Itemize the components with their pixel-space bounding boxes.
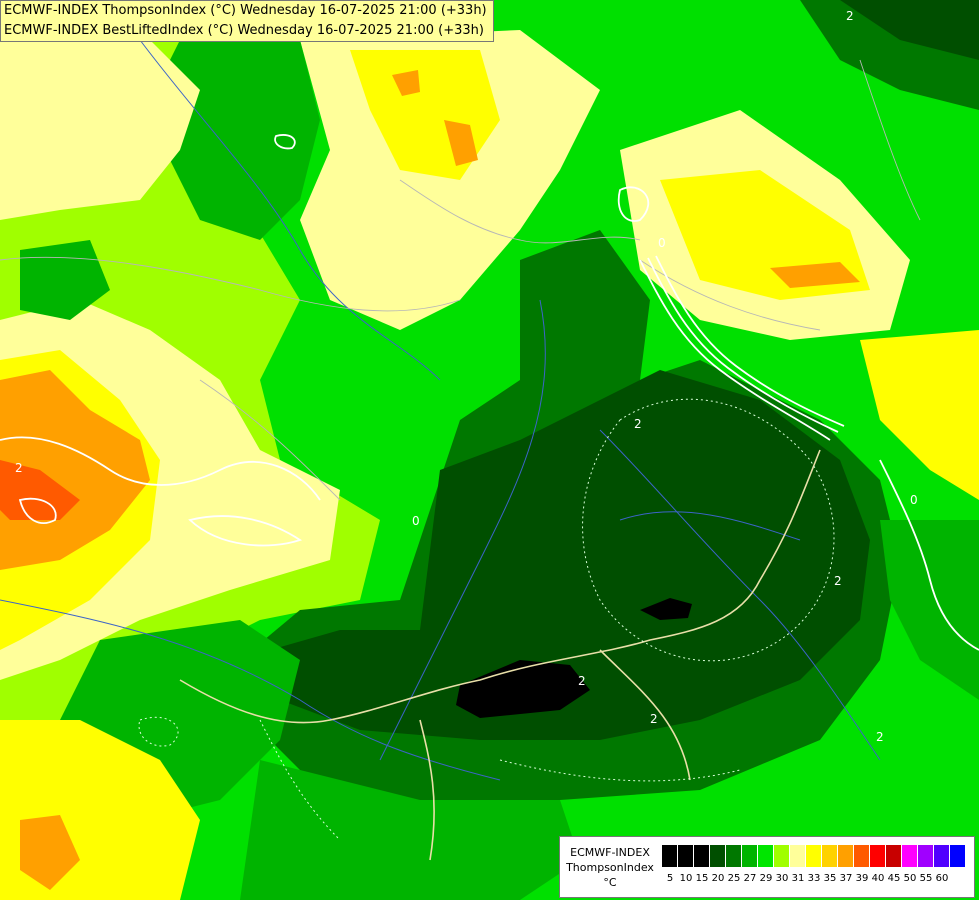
legend-tick-label: 33 — [807, 873, 821, 884]
orange-streak-northeast — [770, 262, 860, 288]
title-line-1: ECMWF-INDEX ThompsonIndex (°C) Wednesday… — [4, 3, 487, 18]
legend-tick-label: 39 — [855, 873, 869, 884]
legend-swatch — [870, 845, 886, 867]
legend-tick-label: 45 — [887, 873, 901, 884]
legend-tick-label: 31 — [791, 873, 805, 884]
legend-model: ECMWF-INDEX — [570, 846, 650, 859]
admin-borders — [0, 59, 921, 501]
legend-swatch — [758, 845, 774, 867]
legend-tick-label — [950, 873, 966, 889]
legend-swatches — [662, 845, 966, 867]
legend-swatch — [678, 845, 694, 867]
legend-tick-label: 55 — [919, 873, 933, 884]
legend-swatch — [950, 845, 966, 867]
black-core-east — [640, 598, 692, 620]
green-patch-west — [20, 240, 110, 320]
orange-spot-north1 — [392, 70, 420, 96]
red-orange-core-west — [0, 460, 80, 520]
legend-swatch — [886, 845, 902, 867]
legend-swatch — [790, 845, 806, 867]
legend-tick-label: 60 — [935, 873, 949, 884]
contours-solid — [0, 134, 979, 651]
contours-dotted — [138, 398, 835, 841]
legend-swatch — [742, 845, 758, 867]
legend-tick-label: 29 — [759, 873, 773, 884]
legend-swatch — [918, 845, 934, 867]
contour-label: 2 — [834, 574, 842, 588]
map-title: ECMWF-INDEX ThompsonIndex (°C) Wednesday… — [0, 0, 494, 42]
legend-tick-label: 15 — [695, 873, 709, 884]
legend-tick-label: 37 — [839, 873, 853, 884]
contour-label: 0 — [910, 493, 918, 507]
contour-label: 2 — [578, 674, 586, 688]
green-region-southeast — [880, 520, 979, 700]
legend-tick-label: 30 — [775, 873, 789, 884]
legend-tick-label: 20 — [711, 873, 725, 884]
green-region-south — [240, 760, 580, 900]
contour-label: 2 — [846, 9, 854, 23]
title-line-2: ECMWF-INDEX BestLiftedIndex (°C) Wednesd… — [4, 23, 484, 38]
legend-tick-label: 10 — [679, 873, 693, 884]
legend-unit: °C — [603, 876, 617, 889]
darkest-green-region-central — [270, 370, 870, 740]
legend-parameter: ThompsonIndex — [566, 861, 654, 874]
legend-swatch — [774, 845, 790, 867]
legend-tick-label: 27 — [743, 873, 757, 884]
country-borders — [179, 449, 821, 861]
contour-label: 0 — [412, 514, 420, 528]
legend-swatch — [902, 845, 918, 867]
contour-label: 2 — [650, 712, 658, 726]
legend-tick-label: 35 — [823, 873, 837, 884]
orange-spot-south — [20, 815, 80, 890]
legend-tick-label: 25 — [727, 873, 741, 884]
contour-label: 0 — [658, 236, 666, 250]
legend-tick-label: 40 — [871, 873, 885, 884]
legend-swatch — [726, 845, 742, 867]
darkest-green-northeast — [840, 0, 979, 60]
legend-swatch — [710, 845, 726, 867]
orange-spot-north2 — [444, 120, 478, 166]
legend-swatch — [822, 845, 838, 867]
legend-tick-label: 5 — [666, 873, 674, 884]
legend-swatch — [662, 845, 678, 867]
legend-swatch — [838, 845, 854, 867]
yellow-region-east — [860, 330, 979, 500]
black-core-central — [456, 660, 590, 718]
contour-labels: 2 2 2 2 2 2 2 0 0 0 — [15, 9, 918, 744]
legend-swatch — [694, 845, 710, 867]
contour-label: 2 — [876, 730, 884, 744]
legend-swatch — [934, 845, 950, 867]
legend-label: ECMWF-INDEX ThompsonIndex °C — [560, 837, 660, 897]
yellow-region-top-left — [0, 40, 200, 220]
rivers — [0, 39, 881, 781]
contour-label: 2 — [634, 417, 642, 431]
contour-label: 2 — [15, 461, 23, 475]
legend-swatch — [806, 845, 822, 867]
legend-swatch — [854, 845, 870, 867]
legend-ticks: 5 10 15 20 25 27 29 30 31 33 35 37 39 40 45 50 55 60 — [662, 873, 966, 889]
color-legend: ECMWF-INDEX ThompsonIndex °C 5 10 15 20 25 27… — [559, 836, 975, 898]
legend-tick-label: 50 — [903, 873, 917, 884]
